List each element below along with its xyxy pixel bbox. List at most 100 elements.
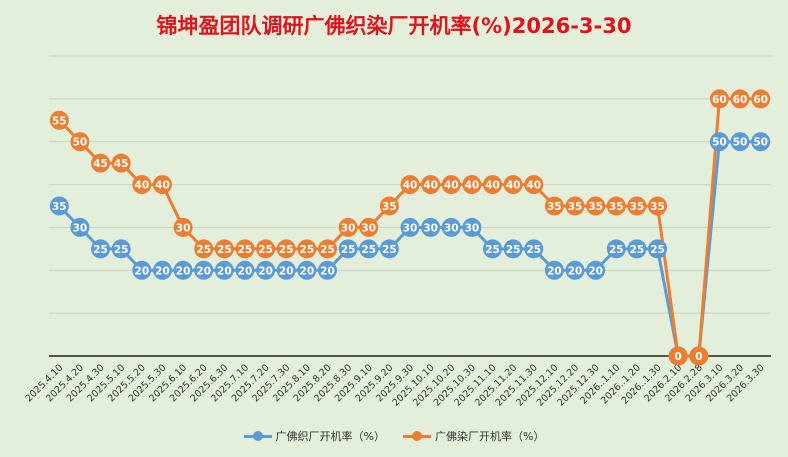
data-point-series-1 <box>503 175 523 195</box>
data-point-series-0 <box>421 217 441 237</box>
data-label-series-1: 35 <box>382 201 397 213</box>
data-point-series-0 <box>359 239 379 259</box>
data-point-series-1 <box>524 175 544 195</box>
legend-label-weaving: 广佛织厂开机率（%） <box>275 430 385 443</box>
data-label-series-0: 35 <box>52 201 67 213</box>
data-point-series-0 <box>648 239 668 259</box>
data-label-series-1: 35 <box>650 201 665 213</box>
data-label-series-1: 30 <box>341 222 356 234</box>
data-label-series-0: 25 <box>361 244 376 256</box>
data-point-series-0 <box>565 260 585 280</box>
data-label-series-0: 30 <box>444 222 459 234</box>
data-label-series-0: 25 <box>485 244 500 256</box>
data-point-series-1 <box>565 196 585 216</box>
data-point-series-1 <box>359 217 379 237</box>
data-point-series-0 <box>586 260 606 280</box>
data-label-series-0: 25 <box>630 244 645 256</box>
data-point-series-1 <box>730 89 750 109</box>
data-point-series-1 <box>606 196 626 216</box>
data-point-series-0 <box>194 260 214 280</box>
data-point-series-0 <box>503 239 523 259</box>
data-label-series-1: 40 <box>465 180 480 192</box>
data-point-series-0 <box>91 239 111 259</box>
data-point-series-1 <box>689 346 709 366</box>
data-point-series-1 <box>668 346 688 366</box>
data-label-series-1: 35 <box>568 201 583 213</box>
data-point-series-0 <box>751 132 771 152</box>
data-label-series-0: 25 <box>93 244 108 256</box>
data-point-series-1 <box>152 175 172 195</box>
data-label-series-1: 25 <box>238 244 253 256</box>
data-label-series-0: 20 <box>588 265 603 277</box>
data-label-series-0: 20 <box>135 265 150 277</box>
data-point-series-1 <box>544 196 564 216</box>
data-point-series-1 <box>91 153 111 173</box>
data-point-series-1 <box>379 196 399 216</box>
data-label-series-0: 20 <box>258 265 273 277</box>
data-label-series-1: 40 <box>423 180 438 192</box>
data-label-series-1: 60 <box>753 94 768 106</box>
data-point-series-1 <box>462 175 482 195</box>
data-label-series-0: 20 <box>155 265 170 277</box>
data-point-series-0 <box>606 239 626 259</box>
legend-swatch-weaving-icon <box>243 431 272 441</box>
data-point-series-1 <box>709 89 729 109</box>
data-point-series-1 <box>173 217 193 237</box>
data-label-series-1: 40 <box>444 180 459 192</box>
data-label-series-0: 25 <box>506 244 521 256</box>
legend-item-weaving[interactable]: 广佛织厂开机率（%） <box>243 428 385 444</box>
data-point-series-1 <box>400 175 420 195</box>
data-point-series-0 <box>379 239 399 259</box>
data-point-series-1 <box>483 175 503 195</box>
data-label-series-0: 25 <box>526 244 541 256</box>
data-label-series-1: 25 <box>217 244 232 256</box>
data-point-series-0 <box>235 260 255 280</box>
data-label-series-1: 25 <box>258 244 273 256</box>
data-point-series-0 <box>132 260 152 280</box>
chart-legend: 广佛织厂开机率（%） 广佛染厂开机率（%） <box>0 428 788 444</box>
data-point-series-1 <box>276 239 296 259</box>
legend-swatch-dyeing-icon <box>403 431 431 441</box>
data-point-series-1 <box>338 217 358 237</box>
data-label-series-1: 35 <box>630 201 645 213</box>
data-label-series-1: 25 <box>300 244 315 256</box>
data-point-series-0 <box>400 217 420 237</box>
data-point-series-1 <box>235 239 255 259</box>
data-label-series-0: 25 <box>609 244 624 256</box>
data-label-series-0: 30 <box>403 222 418 234</box>
data-point-series-1 <box>194 239 214 259</box>
data-label-series-1: 60 <box>733 94 748 106</box>
data-label-series-0: 20 <box>320 265 335 277</box>
data-label-series-0: 20 <box>217 265 232 277</box>
data-point-series-1 <box>111 153 131 173</box>
data-point-series-0 <box>317 260 337 280</box>
data-label-series-1: 40 <box>506 180 521 192</box>
data-point-series-1 <box>256 239 276 259</box>
data-point-series-1 <box>586 196 606 216</box>
data-point-series-0 <box>338 239 358 259</box>
data-label-series-1: 40 <box>526 180 541 192</box>
data-label-series-1: 45 <box>114 158 129 170</box>
data-label-series-1: 35 <box>547 201 562 213</box>
data-label-series-0: 30 <box>73 222 88 234</box>
data-point-series-0 <box>544 260 564 280</box>
legend-item-dyeing[interactable]: 广佛染厂开机率（%） <box>403 428 544 444</box>
data-point-series-0 <box>483 239 503 259</box>
legend-label-dyeing: 广佛染厂开机率（%） <box>435 430 545 443</box>
data-point-series-1 <box>648 196 668 216</box>
data-label-series-0: 25 <box>114 244 129 256</box>
data-point-series-1 <box>49 110 69 130</box>
data-label-series-1: 25 <box>279 244 294 256</box>
data-point-series-0 <box>152 260 172 280</box>
data-point-series-0 <box>627 239 647 259</box>
data-label-series-0: 50 <box>753 137 768 149</box>
data-label-series-0: 30 <box>423 222 438 234</box>
data-point-series-1 <box>421 175 441 195</box>
data-label-series-0: 20 <box>238 265 253 277</box>
data-label-series-0: 20 <box>279 265 294 277</box>
data-point-series-1 <box>214 239 234 259</box>
data-point-series-0 <box>297 260 317 280</box>
data-label-series-1: 35 <box>588 201 603 213</box>
data-label-series-0: 50 <box>733 137 748 149</box>
